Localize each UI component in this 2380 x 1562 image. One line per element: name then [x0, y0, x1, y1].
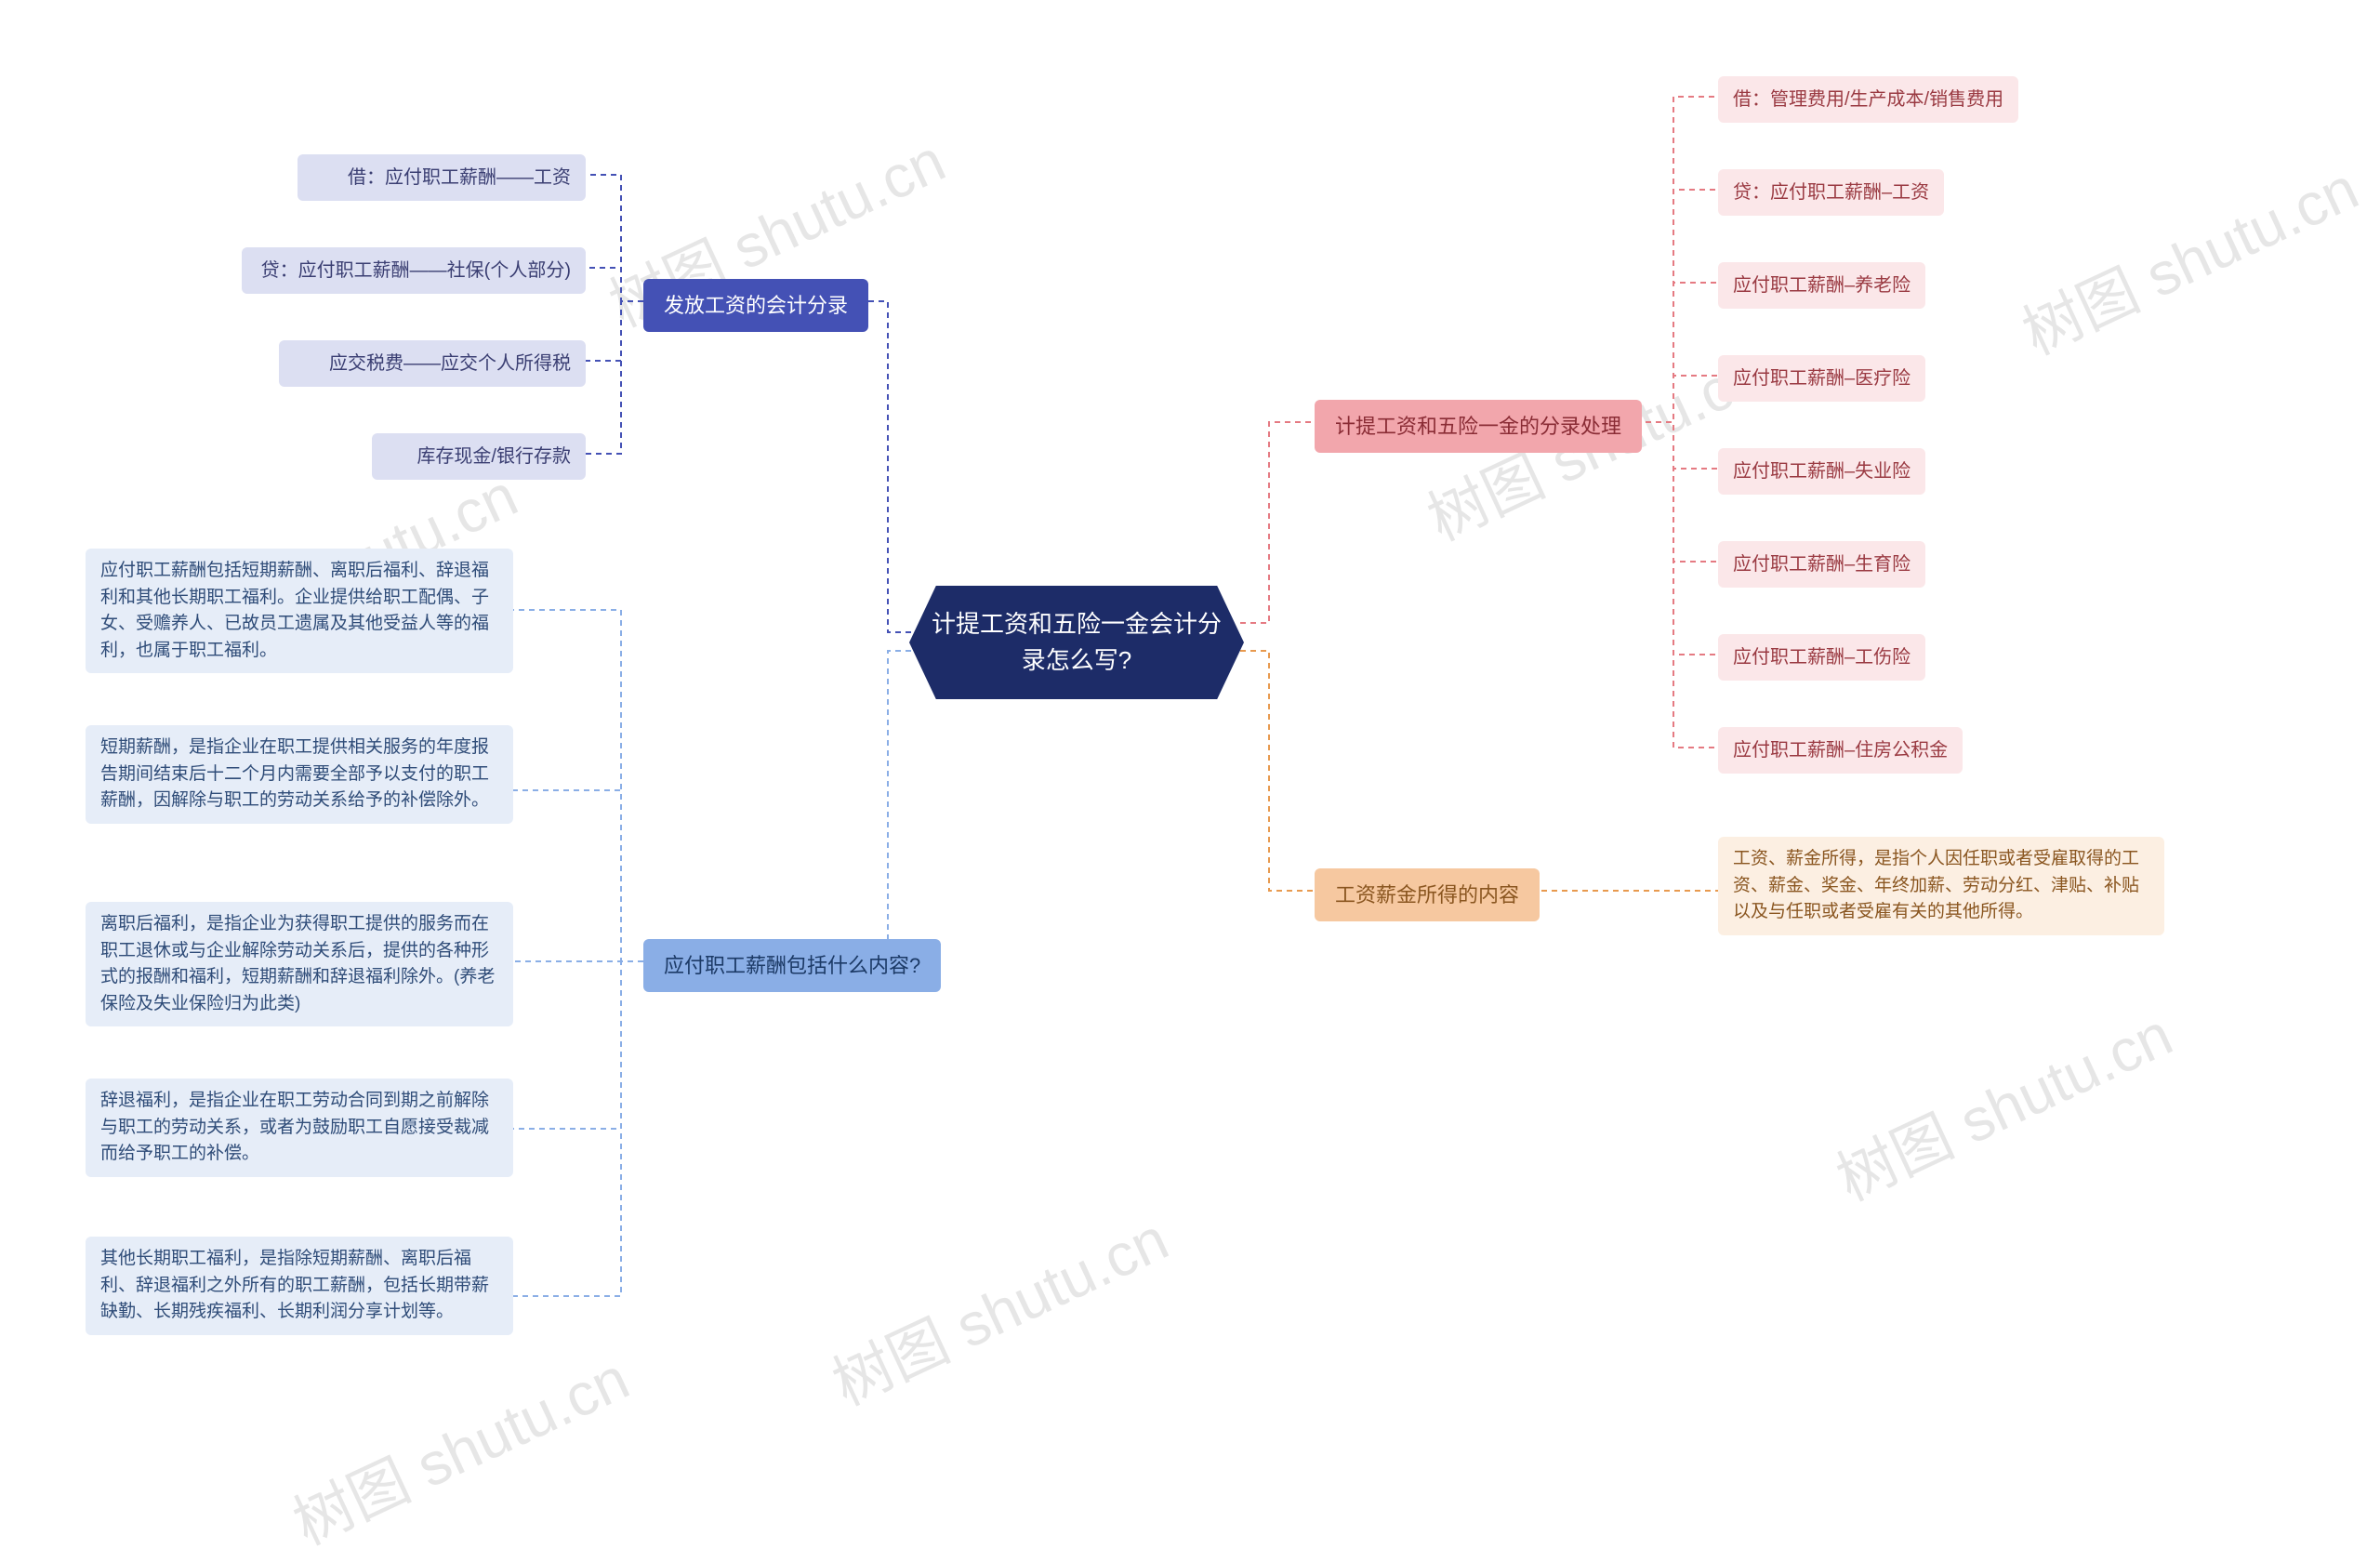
watermark: 树图 shutu.cn [2007, 141, 2370, 371]
watermark: 树图 shutu.cn [817, 1192, 1180, 1422]
branch-a: 发放工资的会计分录 [643, 279, 868, 332]
root-node: 计提工资和五险一金会计分录怎么写? [909, 586, 1244, 699]
leaf-b-4: 其他长期职工福利，是指除短期薪酬、离职后福利、辞退福利之外所有的职工薪酬，包括长… [86, 1237, 513, 1335]
leaf-d-0: 工资、薪金所得，是指个人因任职或者受雇取得的工资、薪金、奖金、年终加薪、劳动分红… [1718, 837, 2164, 935]
leaf-c-6: 应付职工薪酬–工伤险 [1718, 634, 1925, 681]
leaf-c-7: 应付职工薪酬–住房公积金 [1718, 727, 1963, 774]
branch-b: 应付职工薪酬包括什么内容? [643, 939, 941, 992]
leaf-c-4: 应付职工薪酬–失业险 [1718, 448, 1925, 495]
leaf-a-2: 应交税费——应交个人所得税 [279, 340, 586, 387]
branch-c: 计提工资和五险一金的分录处理 [1315, 400, 1642, 453]
watermark: 树图 shutu.cn [1821, 987, 2184, 1217]
leaf-c-1: 贷：应付职工薪酬–工资 [1718, 169, 1944, 216]
leaf-b-0: 应付职工薪酬包括短期薪酬、离职后福利、辞退福利和其他长期职工福利。企业提供给职工… [86, 549, 513, 673]
leaf-b-2: 离职后福利，是指企业为获得职工提供的服务而在职工退休或与企业解除劳动关系后，提供… [86, 902, 513, 1026]
leaf-a-3: 库存现金/银行存款 [372, 433, 586, 480]
branch-d: 工资薪金所得的内容 [1315, 868, 1540, 921]
leaf-c-5: 应付职工薪酬–生育险 [1718, 541, 1925, 588]
leaf-b-3: 辞退福利，是指企业在职工劳动合同到期之前解除与职工的劳动关系，或者为鼓励职工自愿… [86, 1079, 513, 1177]
leaf-a-1: 贷：应付职工薪酬——社保(个人部分) [242, 247, 586, 294]
leaf-c-0: 借：管理费用/生产成本/销售费用 [1718, 76, 2018, 123]
watermark: 树图 shutu.cn [278, 1331, 641, 1561]
mindmap-canvas: 树图 shutu.cn 树图 shutu.cn 树图 shutu.cn 树图 s… [0, 0, 2380, 1463]
leaf-b-1: 短期薪酬，是指企业在职工提供相关服务的年度报告期间结束后十二个月内需要全部予以支… [86, 725, 513, 824]
leaf-c-2: 应付职工薪酬–养老险 [1718, 262, 1925, 309]
leaf-c-3: 应付职工薪酬–医疗险 [1718, 355, 1925, 402]
leaf-a-0: 借：应付职工薪酬——工资 [298, 154, 586, 201]
